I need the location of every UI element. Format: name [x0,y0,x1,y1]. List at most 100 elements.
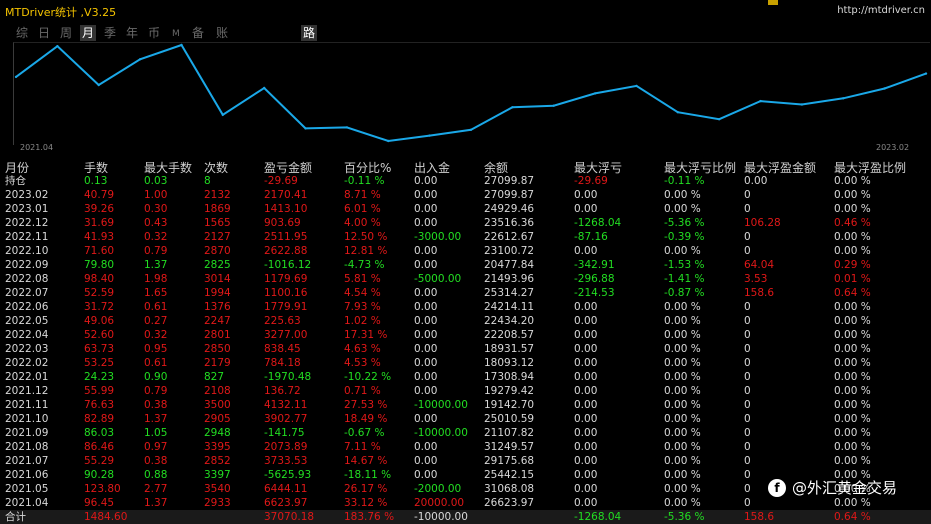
column-header[interactable]: 最大浮亏比例 [664,161,737,175]
table-cell: 827 [204,371,225,383]
column-header[interactable]: 最大浮盈比例 [834,161,907,175]
table-row[interactable]: 2021.06 90.28 0.88 3397 -5625.93 -18.11 % 0.00… [0,468,931,482]
table-row[interactable]: 2022.02 53.25 0.61 2179 784.18 4.53 % 0.00 1809… [0,356,931,370]
table-row[interactable]: 2022.09 79.80 1.37 2825 -1016.12 -4.73 % 0.00 2… [0,258,931,272]
table-cell: 0.46 % [834,217,871,229]
table-row[interactable]: 2022.01 24.23 0.90 827 -1970.48 -10.22 % 0.00 1… [0,370,931,384]
table-row[interactable]: 2022.11 41.93 0.32 2127 2511.95 12.50 % -3000.… [0,230,931,244]
column-header[interactable]: 最大手数 [144,161,193,175]
table-cell: 7.11 % [344,441,381,453]
table-row[interactable]: 2022.07 52.59 1.65 1994 1100.16 4.54 % 0.00 253… [0,286,931,300]
table-cell: 2022.12 [5,217,49,229]
table-cell: 0.00 % [664,469,701,481]
table-cell: 1.37 [144,413,168,425]
table-cell: -342.91 [574,259,615,271]
tab-path[interactable]: 路径 [301,25,318,56]
data-point-2022.09 [718,118,721,121]
table-row[interactable]: 2021.11 76.63 0.38 3500 4132.11 27.53 % -10000… [0,398,931,412]
table-cell: -18.11 % [344,469,392,481]
table-cell: 3397 [204,469,231,481]
column-header[interactable]: 出入金 [414,161,451,175]
tab-notes[interactable]: 备 [192,26,205,40]
column-header[interactable]: 盈亏金额 [264,161,313,175]
table-cell: 0.03 [144,175,168,187]
table-cell: 0.00 [574,427,598,439]
table-cell: 49.06 [84,315,115,327]
table-row[interactable]: 2021.09 86.03 1.05 2948 -141.75 -0.67 % -10000… [0,426,931,440]
table-row[interactable]: 2022.06 31.72 0.61 1376 1779.91 7.93 % 0.00 242… [0,300,931,314]
column-header[interactable]: 月份 [5,161,30,175]
tab-month[interactable]: 月 [80,25,97,41]
table-cell: 1.37 [144,259,168,271]
table-row[interactable]: 2022.08 98.40 1.98 3014 1179.69 5.81 % -5000.0… [0,272,931,286]
table-cell: 106.28 [744,217,781,229]
table-row[interactable]: 2021.05 123.80 2.77 3540 6444.11 26.17 % -2000… [0,482,931,496]
tab-m[interactable]: M [172,29,180,39]
tab-account[interactable]: 账户 [216,26,229,56]
table-cell: 0.97 [144,441,168,453]
table-row[interactable]: 2021.07 55.29 0.38 2852 3733.53 14.67 % 0.00 29… [0,454,931,468]
balance-chart [13,42,930,145]
column-header[interactable]: 最大浮盈金额 [744,161,817,175]
table-cell: 2021.08 [5,441,49,453]
table-cell: 0.00 [414,315,438,327]
table-cell: 19279.42 [484,385,535,397]
table-cell: 1.37 [144,497,168,509]
tab-quarter[interactable]: 季 [104,26,117,40]
table-row[interactable]: 2021.08 86.46 0.97 3395 2073.89 7.11 % 0.00 312… [0,440,931,454]
table-row[interactable]: 2023.02 40.79 1.00 2132 2170.41 8.71 % 0.00 270… [0,188,931,202]
table-cell: 27099.87 [484,175,535,187]
table-cell: 1.65 [144,287,168,299]
tab-summary[interactable]: 综 [16,26,29,40]
table-cell: 37070.18 [264,511,315,523]
tab-week[interactable]: 周 [60,26,73,40]
table-cell: 0.61 [144,357,168,369]
table-row[interactable]: 2022.04 52.60 0.32 2801 3277.00 17.31 % 0.00 22… [0,328,931,342]
column-header[interactable]: 百分比% [344,161,392,175]
table-cell: 2022.09 [5,259,49,271]
table-cell: 0.00 % [834,245,871,257]
tab-year[interactable]: 年 [126,26,139,40]
table-row[interactable]: 2022.10 71.60 0.79 2870 2622.88 12.81 % 0.00 23… [0,244,931,258]
table-cell: 63.73 [84,343,115,355]
table-cell: 0.61 [144,301,168,313]
table-cell: 76.63 [84,399,115,411]
menu-handle-icon[interactable] [768,0,778,5]
table-row[interactable]: 2023.01 39.26 0.30 1869 1413.10 6.01 % 0.00 249… [0,202,931,216]
table-cell: 21107.82 [484,427,535,439]
total-row[interactable]: 合计 1484.60 37070.18 183.76 % -10000.00 -1268.… [0,510,931,524]
data-point-2021.12 [345,126,349,129]
table-cell: 0.00 % [834,371,871,383]
table-cell: 0.00 [414,287,438,299]
tab-day[interactable]: 日 [38,26,51,40]
table-cell: 123.80 [84,483,121,495]
table-row[interactable]: 2022.12 31.69 0.43 1565 903.69 4.00 % 0.00 2351… [0,216,931,230]
table-cell: 1869 [204,203,231,215]
table-row[interactable]: 持仓 0.13 0.03 8 -29.69 -0.11 % 0.00 27099.87 -29.… [0,174,931,188]
table-cell: 225.63 [264,315,301,327]
table-cell: 79.80 [84,259,115,271]
table-cell: 24.23 [84,371,115,383]
table-cell: 0.13 [84,175,108,187]
table-cell: 0.00 % [664,483,701,495]
table-cell: 2023.01 [5,203,49,215]
table-row[interactable]: 2021.12 55.99 0.79 2108 136.72 0.71 % 0.00 1927… [0,384,931,398]
column-header[interactable]: 最大浮亏 [574,161,623,175]
table-cell: -10000.00 [414,427,468,439]
table-cell: 2021.06 [5,469,49,481]
table-cell: 3500 [204,399,231,411]
table-cell: 0 [744,315,751,327]
column-header[interactable]: 手数 [84,161,109,175]
table-cell: 1994 [204,287,231,299]
table-row[interactable]: 2022.03 63.73 0.95 2850 838.45 4.63 % 0.00 1893… [0,342,931,356]
column-header[interactable]: 次数 [204,161,229,175]
table-row[interactable]: 2021.04 96.45 1.37 2933 6623.97 33.12 % 20000.… [0,496,931,510]
table-cell: 40.79 [84,189,115,201]
table-cell: 合计 [5,511,26,523]
column-header[interactable]: 余额 [484,161,509,175]
tab-currency[interactable]: 币 [148,26,161,40]
table-row[interactable]: 2022.05 49.06 0.27 2247 225.63 1.02 % 0.00 2243… [0,314,931,328]
website-link[interactable]: http://mtdriver.cn [837,5,925,16]
table-row[interactable]: 2021.10 82.89 1.37 2905 3902.77 18.49 % 0.00 25… [0,412,931,426]
table-cell: -1.53 % [664,259,705,271]
